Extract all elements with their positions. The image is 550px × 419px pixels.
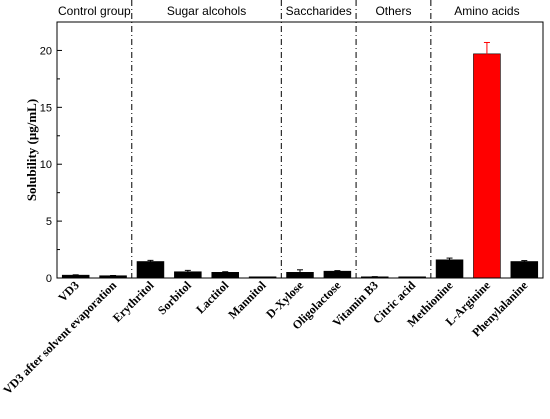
bar-7 — [323, 270, 352, 279]
group-label-1: Sugar alcohols — [167, 4, 246, 18]
y-tick-label: 10 — [40, 159, 52, 171]
group-label-3: Others — [375, 4, 411, 18]
bar-11 — [473, 53, 501, 279]
bar-10 — [435, 259, 464, 279]
y-axis: 0 5 10 15 20 — [40, 45, 62, 285]
category-label-3: Sorbitol — [155, 278, 195, 318]
bar-2 — [136, 261, 165, 279]
y-axis-title: Solubility (μg/mL) — [24, 99, 39, 201]
group-separators — [131, 0, 432, 278]
bar-4 — [211, 272, 239, 279]
y-tick-label: 0 — [46, 273, 52, 285]
category-label-0: VD3 — [55, 278, 81, 304]
y-tick-label: 15 — [40, 102, 52, 114]
bar-12 — [510, 261, 539, 279]
y-tick-label: 5 — [46, 216, 52, 228]
group-label-4: Amino acids — [454, 4, 519, 18]
error-bars — [72, 41, 528, 278]
category-label-5: Mannitol — [225, 278, 269, 322]
y-tick-label: 20 — [40, 45, 52, 57]
group-label-0: Control group — [58, 4, 131, 18]
group-labels: Control group Sugar alcohols Saccharides Ot… — [58, 4, 520, 18]
bars — [61, 53, 539, 279]
group-label-2: Saccharides — [286, 4, 352, 18]
category-label-2: Erythritol — [110, 278, 157, 325]
plot-frame — [56, 21, 544, 279]
